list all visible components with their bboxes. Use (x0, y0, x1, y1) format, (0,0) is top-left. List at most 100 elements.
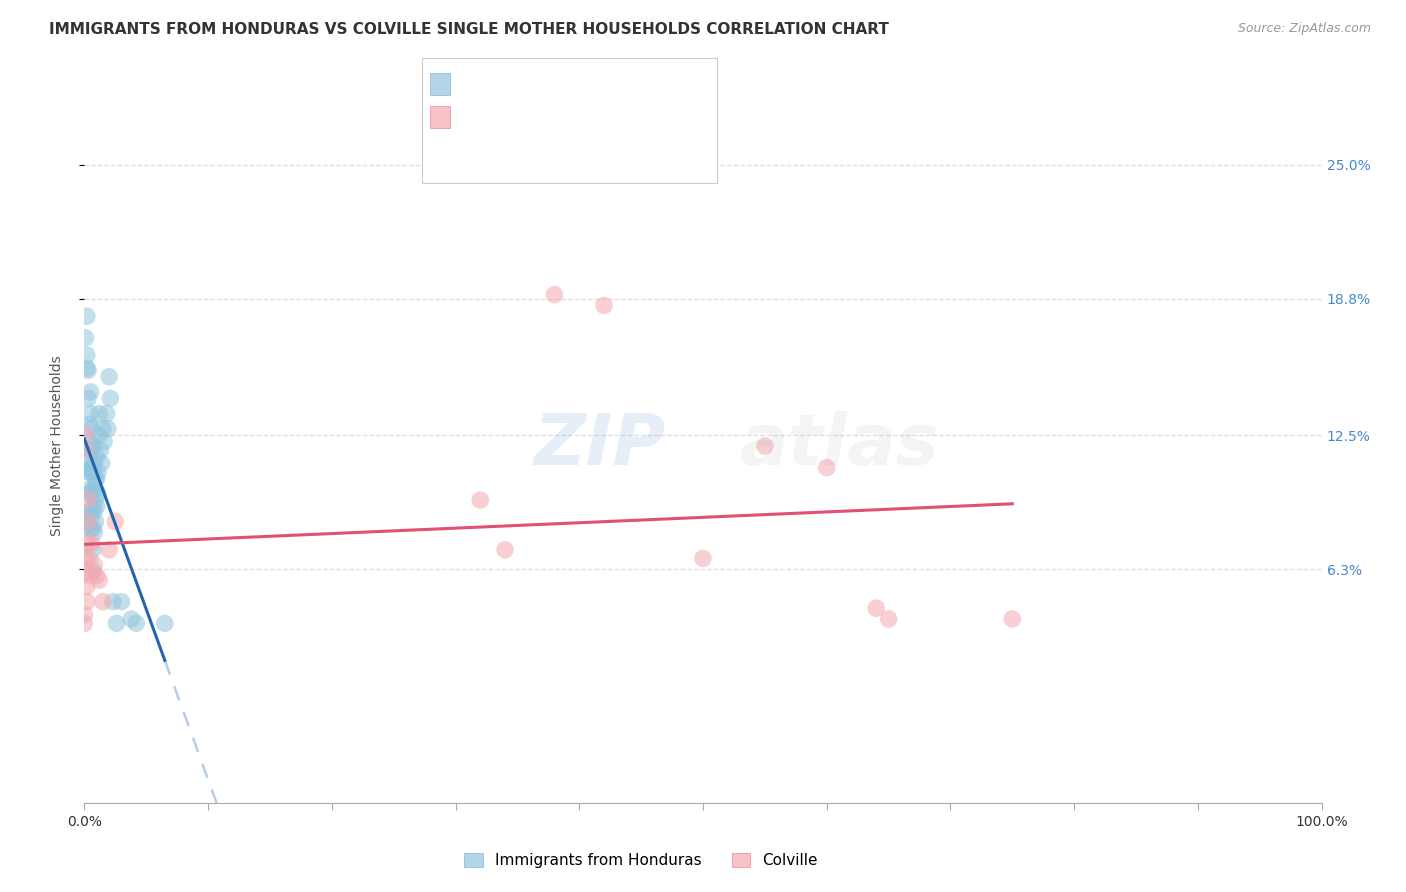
Point (1001, 612, 1024, 626)
Point (76, 565, 98, 579)
Y-axis label: Single Mother Households: Single Mother Households (49, 356, 63, 536)
Point (104, 515, 127, 529)
Text: 0.310: 0.310 (478, 89, 530, 107)
Point (79, 486, 101, 500)
Point (80, 486, 103, 500)
Point (86, 568, 108, 582)
Point (470, 493, 492, 508)
Point (77, 515, 100, 529)
Point (89, 428, 111, 442)
Point (75, 551, 97, 566)
Point (153, 616, 176, 631)
Point (84, 493, 107, 508)
Point (83, 504, 105, 518)
Point (80, 443, 103, 458)
Point (77, 450, 100, 464)
Point (73, 508, 96, 523)
Point (83, 525, 105, 540)
Point (96, 407, 118, 421)
Point (494, 542, 516, 557)
Point (79, 521, 101, 535)
Point (98, 542, 121, 557)
Point (98, 369, 121, 384)
Point (73, 616, 96, 631)
Point (120, 612, 142, 626)
Point (77, 536, 100, 550)
Point (83, 558, 105, 572)
Text: atlas: atlas (740, 411, 939, 481)
Point (80, 465, 103, 479)
Point (79, 568, 101, 582)
Point (84, 471, 107, 485)
Point (75, 331, 97, 345)
Point (79, 460, 101, 475)
Point (79, 434, 101, 449)
Point (79, 482, 101, 496)
Text: 30: 30 (567, 120, 589, 138)
Point (79, 417, 101, 432)
Point (87, 465, 110, 479)
Text: 0.334: 0.334 (478, 120, 531, 138)
Point (82, 565, 104, 579)
Point (865, 601, 887, 615)
Point (79, 551, 101, 566)
Point (77, 363, 100, 377)
Legend: Immigrants from Honduras, Colville: Immigrants from Honduras, Colville (458, 847, 824, 874)
Text: 61: 61 (567, 89, 589, 107)
Point (754, 439, 776, 453)
Point (815, 460, 838, 475)
Point (79, 465, 101, 479)
Point (76, 348, 98, 362)
Point (76, 361, 98, 376)
Point (84, 515, 107, 529)
Point (110, 595, 132, 609)
Point (75, 428, 97, 442)
Point (80, 536, 103, 550)
Point (101, 595, 124, 609)
Point (125, 616, 148, 631)
Point (80, 422, 103, 436)
Point (76, 310, 98, 324)
Text: ZIP: ZIP (534, 411, 666, 481)
Point (83, 482, 105, 496)
Point (593, 298, 616, 312)
Point (86, 471, 108, 485)
Point (82, 460, 104, 475)
Point (79, 504, 101, 518)
Point (91, 422, 114, 436)
Point (83, 456, 105, 470)
Point (105, 616, 128, 631)
Point (692, 551, 714, 566)
Point (79, 407, 101, 421)
Point (90, 456, 112, 470)
Point (82, 482, 104, 496)
Point (82, 500, 104, 514)
Text: IMMIGRANTS FROM HONDURAS VS COLVILLE SINGLE MOTHER HOUSEHOLDS CORRELATION CHART: IMMIGRANTS FROM HONDURAS VS COLVILLE SIN… (49, 22, 889, 37)
Point (82, 542, 104, 557)
Point (89, 407, 111, 421)
Point (80, 508, 103, 523)
Point (73, 521, 96, 535)
Point (76, 580, 98, 594)
Text: R =: R = (443, 89, 479, 107)
Point (97, 422, 120, 436)
Text: N =: N = (531, 89, 568, 107)
Point (82, 521, 104, 535)
Point (89, 443, 111, 458)
Point (87, 486, 110, 500)
Point (77, 392, 100, 406)
Point (877, 612, 900, 626)
Point (82, 439, 104, 453)
Point (86, 500, 108, 514)
Point (93, 434, 115, 449)
Point (86, 450, 108, 464)
Point (89, 573, 111, 587)
Point (79, 443, 101, 458)
Text: R =: R = (443, 120, 479, 138)
Point (79, 384, 101, 399)
Point (98, 392, 121, 406)
Text: N =: N = (531, 120, 568, 138)
Point (77, 465, 100, 479)
Point (91, 595, 114, 609)
Point (73, 607, 96, 622)
